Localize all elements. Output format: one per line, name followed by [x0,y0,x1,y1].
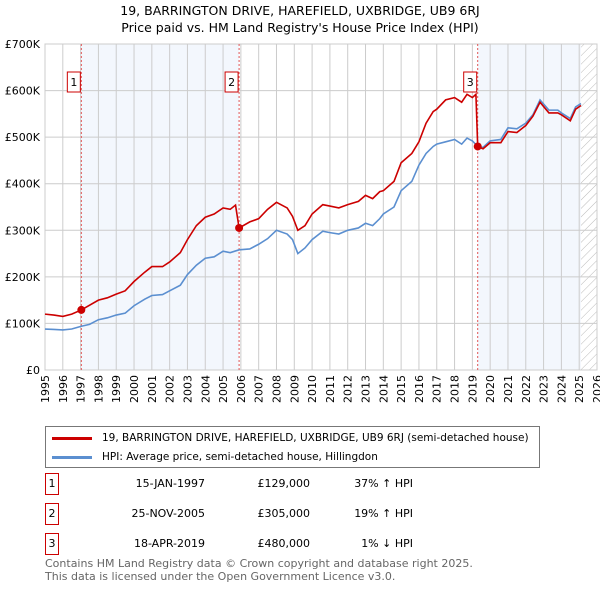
x-tick-label: 2023 [538,375,551,403]
sale-number: 1 [45,473,59,495]
x-tick-label: 2013 [360,375,373,403]
sale-point [77,305,86,314]
x-tick-label: 2015 [395,375,408,403]
sale-label-box [66,71,81,93]
chart-title: 19, BARRINGTON DRIVE, HAREFIELD, UXBRIDG… [120,3,480,18]
sale-hpi-diff: 19% ↑ HPI [354,507,413,520]
x-tick-label: 2017 [431,375,444,403]
x-tick-label: 2006 [235,375,248,403]
sales-table-row: 1 15-JAN-1997 £129,000 37% ↑ HPI [45,473,545,495]
footer-licence: This data is licensed under the Open Gov… [45,570,396,583]
hpi-line [44,98,582,331]
x-tick-label: 2012 [342,375,355,403]
chart-subtitle: Price paid vs. HM Land Registry's House … [121,20,479,35]
y-tick-label: £0 [26,364,40,377]
x-tick-label: 2004 [199,375,212,403]
y-tick-label: £200K [5,271,41,284]
x-tick-label: 2001 [146,375,159,403]
y-tick-label: £300K [5,224,41,237]
x-tick-label: 2024 [555,375,568,403]
legend-red-line [52,436,92,440]
x-tick-label: 2000 [128,375,141,403]
x-tick-label: 2026 [591,375,600,403]
x-tick-label: 2018 [449,375,462,403]
sale-hpi-diff: 37% ↑ HPI [354,477,413,490]
x-tick-label: 2005 [217,375,230,403]
sale-price: £129,000 [257,477,311,490]
x-tick-label: 2020 [484,375,497,403]
sale-point [235,223,244,232]
sale-number: 3 [45,533,59,555]
legend-property: 19, BARRINGTON DRIVE, HAREFIELD, UXBRIDG… [102,432,529,444]
property-price-line [44,92,582,318]
forecast-hatch [580,44,597,370]
y-tick-label: £500K [5,131,41,144]
x-tick-label: 2007 [253,375,266,403]
sale-label-box [224,71,239,93]
sale-date: 25-NOV-2005 [131,507,205,520]
shaded-range [477,44,581,370]
sale-number: 2 [45,503,59,525]
sale-label-box [463,71,478,93]
x-tick-label: 2016 [413,375,426,403]
x-tick-label: 1997 [75,375,88,403]
price-chart: 1995 1996 1997 1998 1999 2000 2001 2002 2003 2004… [5,38,600,403]
plot-frame [44,43,598,371]
sale-label-number: 1 [70,76,77,89]
sale-label-number: 2 [228,76,235,89]
x-tick-label: 1996 [57,375,70,403]
x-tick-label: 2011 [324,375,337,403]
x-tick-label: 2021 [502,375,515,403]
sale-date: 15-JAN-1997 [135,477,205,490]
x-tick-label: 1998 [92,375,105,403]
shaded-range [81,44,240,370]
x-tick-label: 2014 [377,375,390,403]
x-tick-label: 2003 [181,375,194,403]
footer-copyright: Contains HM Land Registry data © Crown c… [45,557,473,570]
sales-table-row: 2 25-NOV-2005 £305,000 19% ↑ HPI [45,503,545,525]
x-tick-label: 2025 [573,375,586,403]
sale-point [473,142,482,151]
sale-date: 18-APR-2019 [133,537,205,550]
x-tick-label: 2019 [466,375,479,403]
sale-label-number: 3 [467,76,474,89]
sale-price: £305,000 [257,507,311,520]
legend-blue-line [52,455,92,459]
y-tick-label: £700K [5,38,41,51]
x-tick-label: 2022 [520,375,533,403]
x-tick-label: 2009 [288,375,301,403]
x-tick-label: 2002 [164,375,177,403]
y-tick-label: £100K [5,317,41,330]
y-tick-label: £400K [5,178,41,191]
sale-hpi-diff: 1% ↓ HPI [361,537,413,550]
legend-hpi: HPI: Average price, semi-detached house,… [102,451,378,463]
x-tick-label: 1999 [110,375,123,403]
x-tick-label: 2010 [306,375,319,403]
sale-price: £480,000 [257,537,311,550]
y-tick-label: £600K [5,85,41,98]
legend: 19, BARRINGTON DRIVE, HAREFIELD, UXBRIDG… [45,426,540,468]
sales-table-row: 3 18-APR-2019 £480,000 1% ↓ HPI [45,533,545,555]
x-tick-label: 1995 [39,375,52,403]
x-tick-label: 2008 [270,375,283,403]
